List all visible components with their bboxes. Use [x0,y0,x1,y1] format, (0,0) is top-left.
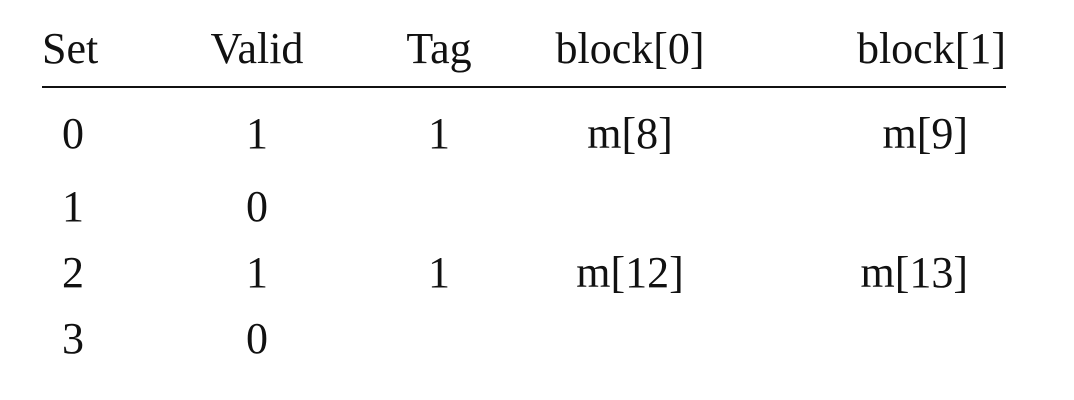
cell-valid: 1 [246,248,268,297]
cell-set: 2 [62,248,84,297]
header-row: Set Valid Tag block[0] block[1] [42,18,1006,88]
header-block0: block[0] [501,18,759,88]
table-header: Set Valid Tag block[0] block[1] [42,18,1006,88]
cell-set: 0 [62,109,84,158]
cell-tag: 1 [428,109,450,158]
table-row: 2 1 1 m[12] m[13] [42,240,1006,306]
cell-block0: m[12] [576,248,684,297]
cell-set: 1 [62,182,84,231]
table-row: 3 0 [42,306,1006,372]
table-body: 0 1 1 m[8] m[9] 1 0 2 1 1 m[12] m[13] 3 … [42,87,1006,372]
cell-valid: 0 [246,314,268,363]
header-tag: Tag [377,18,501,88]
table-row: 0 1 1 m[8] m[9] [42,87,1006,174]
cell-block1: m[9] [882,109,968,158]
header-valid: Valid [137,18,377,88]
cell-valid: 1 [246,109,268,158]
cache-table: Set Valid Tag block[0] block[1] 0 1 1 m[… [42,18,1006,372]
cell-block1 [759,306,1006,372]
cell-block0: m[8] [587,109,673,158]
cell-set: 3 [62,314,84,363]
cell-block0 [501,306,759,372]
cell-tag: 1 [428,248,450,297]
cell-valid: 0 [246,182,268,231]
cell-block1: m[13] [860,248,968,297]
table-row: 1 0 [42,174,1006,240]
header-block1: block[1] [759,18,1006,88]
cell-block0 [501,174,759,240]
cell-tag [377,174,501,240]
cell-block1 [759,174,1006,240]
cell-tag [377,306,501,372]
header-set: Set [42,18,137,88]
